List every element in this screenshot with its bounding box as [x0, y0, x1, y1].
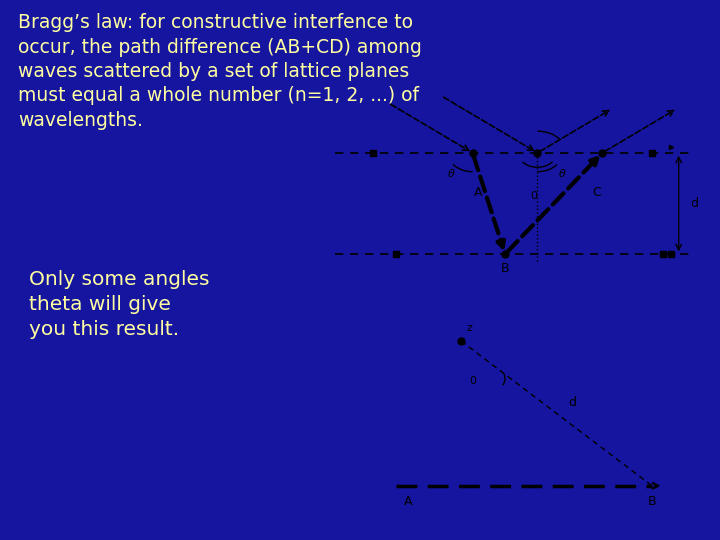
Text: B: B	[648, 495, 657, 508]
Text: Bragg’s law: for constructive interfence to
occur, the path difference (AB+CD) a: Bragg’s law: for constructive interfence…	[18, 14, 422, 130]
Text: A: A	[404, 495, 413, 508]
Text: Only some angles
theta will give
you this result.: Only some angles theta will give you thi…	[29, 270, 210, 339]
Text: d: d	[690, 197, 698, 210]
Text: C: C	[593, 186, 601, 199]
Text: d: d	[568, 396, 576, 409]
Text: 0: 0	[469, 376, 476, 387]
Text: $\theta$: $\theta$	[447, 167, 456, 179]
Text: B: B	[500, 261, 509, 274]
Text: $\theta$: $\theta$	[558, 167, 567, 179]
Text: 0: 0	[530, 191, 537, 201]
Text: A: A	[474, 186, 482, 199]
Text: z: z	[467, 323, 473, 333]
